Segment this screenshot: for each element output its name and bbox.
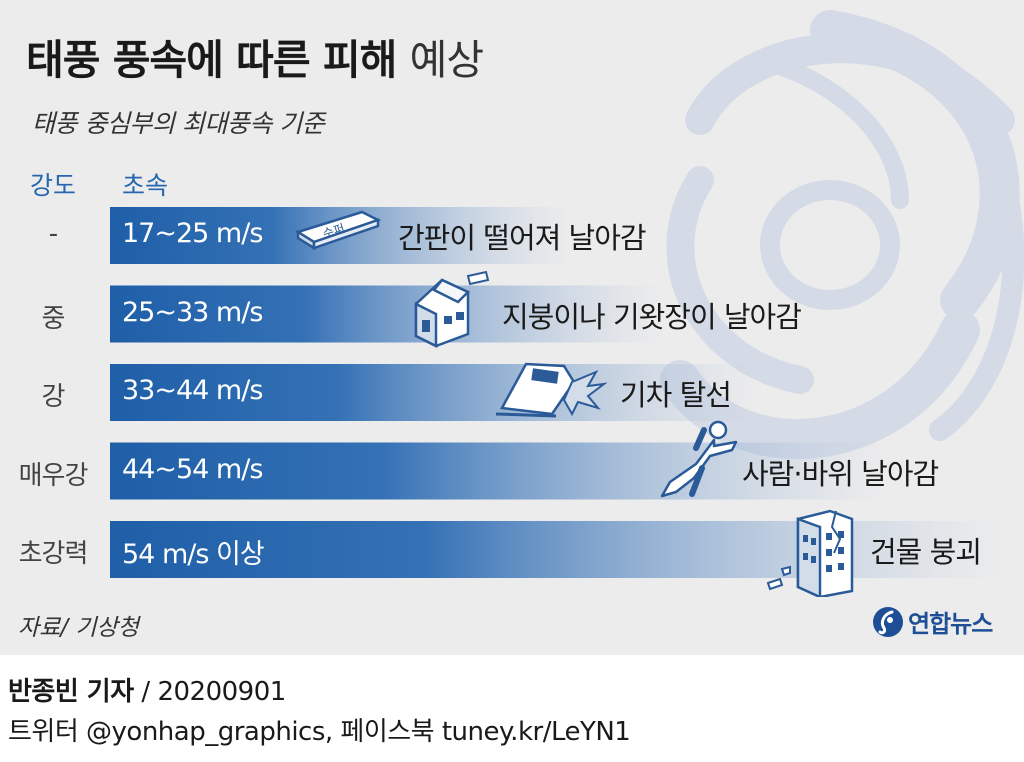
effect-label: 건물 붕괴 <box>870 535 982 569</box>
speed-label: 54 m/s 이상 <box>122 539 265 570</box>
bars-area <box>110 207 1005 578</box>
source-note: 자료/ 기상청 <box>18 615 139 641</box>
speed-label: 33~44 m/s <box>122 375 263 406</box>
effect-label: 간판이 떨어져 날아감 <box>398 221 647 255</box>
grade-label: 매우강 <box>18 460 89 491</box>
person-icon <box>660 420 738 498</box>
speed-label: 17~25 m/s <box>122 218 263 249</box>
speed-label: 44~54 m/s <box>122 453 263 485</box>
title-main: 태풍 풍속에 따른 피해 <box>26 36 397 84</box>
bar-3 <box>110 364 759 421</box>
signboard-icon: 수퍼 <box>295 210 382 251</box>
yonhap-logo: 연합뉴스 <box>872 604 993 639</box>
chart-panel: 태풍 풍속에 따른 피해 예상 태풍 중심부의 최대풍속 기준 강도 초속 - 1… <box>0 0 1024 655</box>
svg-text:수퍼: 수퍼 <box>321 221 346 241</box>
credit-line: 반종빈 기자 / 20200901 <box>8 671 286 708</box>
social-links: 트위터 @yonhap_graphics, 페이스북 tuney.kr/LeYN… <box>8 717 631 747</box>
train-icon <box>495 362 608 418</box>
bar-5 <box>110 521 1005 578</box>
reporter-name: 반종빈 기자 <box>8 677 134 707</box>
logo-text: 연합뉴스 <box>908 610 993 638</box>
chart-subtitle: 태풍 중심부의 최대풍속 기준 <box>32 109 325 138</box>
grade-label: 강 <box>41 382 66 412</box>
effect-label: 지붕이나 기왓장이 날아감 <box>502 299 802 334</box>
column-header-speed: 초속 <box>122 171 169 200</box>
title-light: 예상 <box>409 36 484 84</box>
grade-label: 초강력 <box>18 539 89 569</box>
house-icon <box>414 270 490 348</box>
grade-label: - <box>48 219 58 249</box>
bar-2 <box>110 285 665 343</box>
grade-label: 중 <box>41 303 66 334</box>
chart-title: 태풍 풍속에 따른 피해 예상 <box>26 26 484 86</box>
building-icon <box>766 509 854 597</box>
effect-label: 사람·바위 날아감 <box>742 456 939 491</box>
effect-label: 기차 탈선 <box>620 378 732 412</box>
yonhap-logo-icon <box>873 606 903 637</box>
speed-label: 25~33 m/s <box>122 296 263 328</box>
column-header-grade: 강도 <box>30 171 77 200</box>
credit-separator: / <box>141 677 150 707</box>
bar-4 <box>110 442 888 500</box>
credit-date: 20200901 <box>157 677 286 707</box>
